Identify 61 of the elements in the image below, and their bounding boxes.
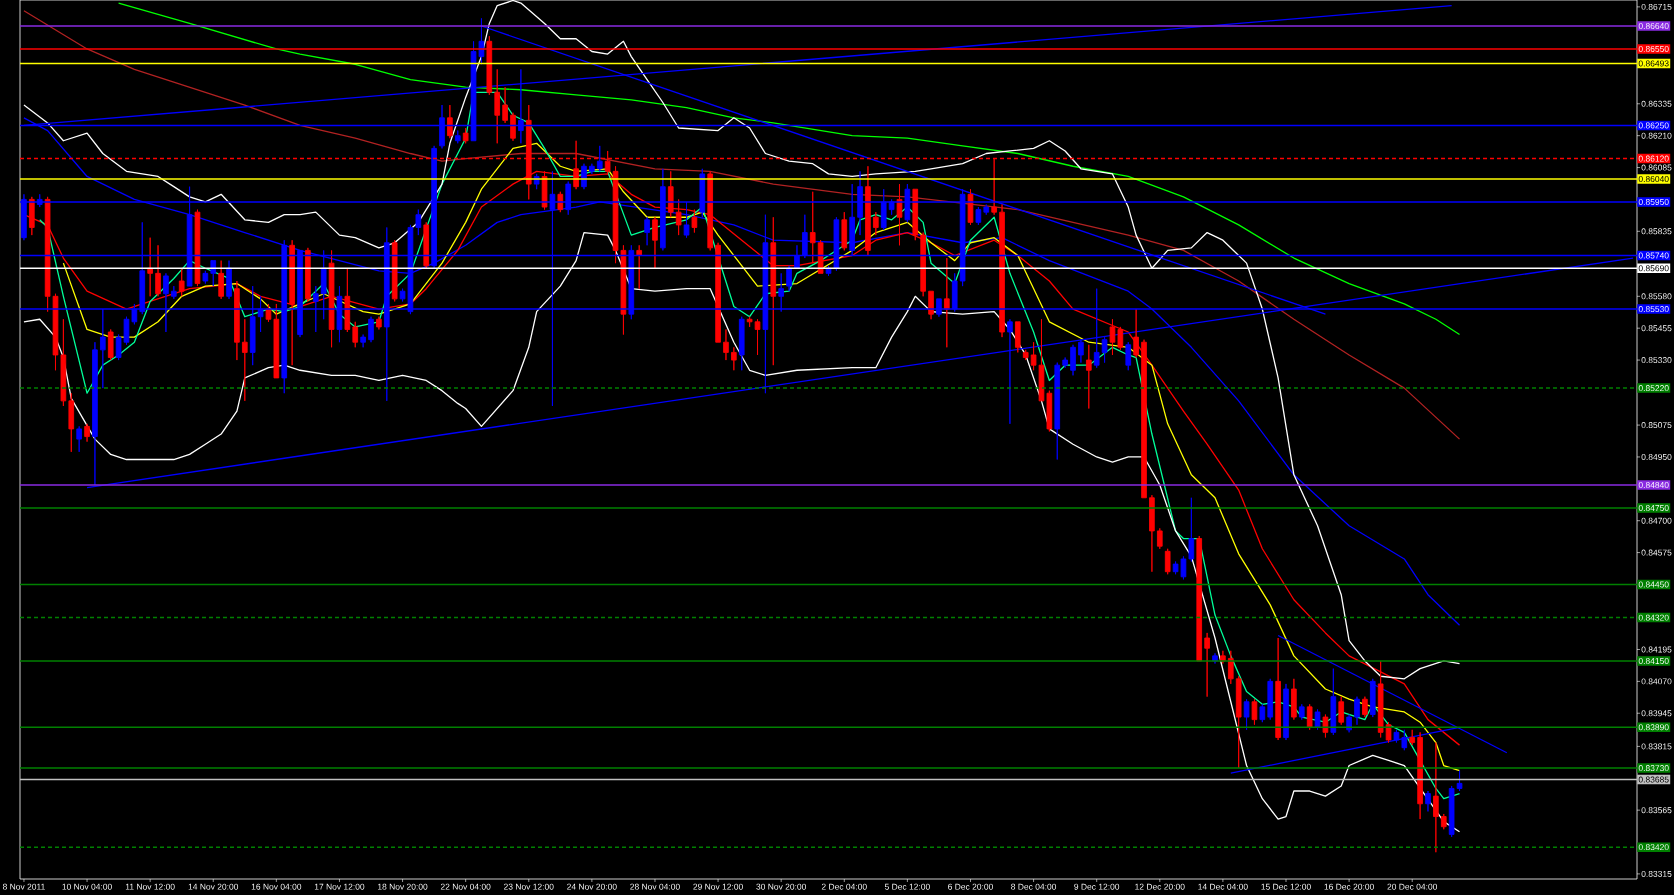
ref-line-label: 0.84150 xyxy=(1638,657,1669,664)
x-tick-label: 18 Nov 20:00 xyxy=(378,883,428,890)
x-tick-label: 5 Dec 12:00 xyxy=(884,883,930,890)
ref-line-label: 0.84840 xyxy=(1638,482,1669,489)
y-tick-label: 0.85330 xyxy=(1641,357,1672,364)
x-tick-label: 30 Nov 20:00 xyxy=(756,883,807,890)
y-tick-label: 0.85580 xyxy=(1641,293,1672,300)
y-tick-label: 0.85075 xyxy=(1641,422,1672,429)
x-tick-label: 22 Nov 04:00 xyxy=(440,883,491,890)
y-tick-label: 0.84070 xyxy=(1641,678,1672,685)
ref-line-label: 0.86120 xyxy=(1638,155,1669,162)
y-tick-label: 0.83315 xyxy=(1641,870,1672,877)
x-tick-label: 14 Nov 20:00 xyxy=(188,883,239,890)
ref-line-label: 0.84320 xyxy=(1638,614,1669,621)
y-tick-label: 0.83945 xyxy=(1641,710,1672,717)
x-tick-label: 16 Dec 20:00 xyxy=(1324,883,1374,890)
x-tick-label: 8 Nov 2011 xyxy=(2,883,45,890)
ref-line-label: 0.83890 xyxy=(1638,724,1669,731)
y-tick-label: 0.83815 xyxy=(1641,743,1672,750)
ref-line-label: 0.85690 xyxy=(1638,265,1669,272)
y-tick-label: 0.86085 xyxy=(1641,164,1672,171)
ref-line-label: 0.86493 xyxy=(1638,60,1669,67)
x-tick-label: 24 Nov 20:00 xyxy=(567,883,617,890)
x-tick-label: 15 Dec 12:00 xyxy=(1261,883,1311,890)
y-tick-label: 0.83565 xyxy=(1641,807,1672,814)
x-tick-label: 16 Nov 04:00 xyxy=(251,883,302,890)
ref-line-label: 0.83420 xyxy=(1638,844,1669,851)
ref-line-label: 0.85950 xyxy=(1638,198,1669,205)
x-tick-label: 29 Nov 12:00 xyxy=(693,883,743,890)
y-tick-label: 0.86715 xyxy=(1641,3,1672,10)
x-tick-label: 6 Dec 20:00 xyxy=(948,883,993,890)
ref-line-label: 0.86640 xyxy=(1638,23,1669,29)
x-tick-label: 20 Dec 04:00 xyxy=(1387,883,1438,890)
ref-line-label: 0.85220 xyxy=(1638,385,1669,392)
ref-line-label: 0.85530 xyxy=(1638,306,1669,313)
ref-line-label: 0.86550 xyxy=(1638,45,1669,52)
x-tick-label: 12 Dec 20:00 xyxy=(1135,883,1185,890)
ref-line-label: 0.84450 xyxy=(1638,581,1669,588)
y-tick-label: 0.86335 xyxy=(1641,100,1672,107)
x-tick-label: 23 Nov 12:00 xyxy=(504,883,554,890)
x-tick-label: 17 Nov 12:00 xyxy=(314,883,365,890)
y-tick-label: 0.84195 xyxy=(1641,646,1672,653)
y-tick-label: 0.85455 xyxy=(1641,325,1672,332)
y-tick-label: 0.86210 xyxy=(1641,132,1672,139)
ref-line-label: 0.86250 xyxy=(1638,122,1669,129)
y-tick-label: 0.84700 xyxy=(1641,517,1672,524)
x-tick-label: 11 Nov 12:00 xyxy=(125,883,175,890)
y-tick-label: 0.84575 xyxy=(1641,549,1672,556)
ref-line-label: 0.84750 xyxy=(1638,504,1669,511)
x-tick-label: 9 Dec 12:00 xyxy=(1074,883,1120,890)
y-tick-label: 0.85835 xyxy=(1641,228,1672,235)
ref-line-label: 0.83685 xyxy=(1638,776,1669,783)
x-tick-label: 8 Dec 04:00 xyxy=(1011,883,1057,890)
x-tick-label: 28 Nov 04:00 xyxy=(630,883,680,890)
ref-line-label: 0.85740 xyxy=(1638,252,1669,259)
y-tick-label: 0.84950 xyxy=(1641,453,1672,460)
x-tick-label: 14 Dec 04:00 xyxy=(1198,883,1248,890)
ref-line-label: 0.83730 xyxy=(1638,765,1669,772)
x-tick-label: 2 Dec 04:00 xyxy=(821,883,867,890)
x-tick-label: 10 Nov 04:00 xyxy=(62,883,112,890)
ref-line-label: 0.86040 xyxy=(1638,176,1669,182)
